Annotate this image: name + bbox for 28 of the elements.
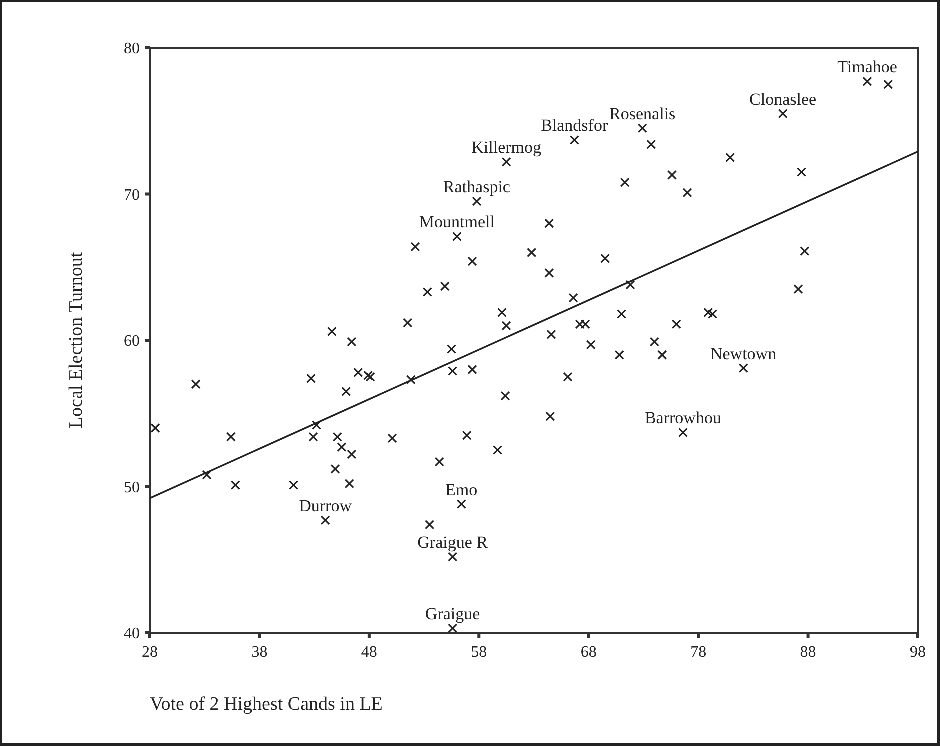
annotation: Graigue — [425, 604, 480, 624]
x-tick-label: 88 — [800, 644, 816, 661]
y-tick-label: 50 — [124, 479, 140, 496]
annotation: Mountmell — [419, 212, 496, 232]
annotation: Clonaslee — [750, 90, 817, 109]
x-tick-label: 58 — [471, 644, 488, 661]
annotation: Emo — [446, 480, 478, 500]
annotation: Durrow — [299, 496, 353, 516]
x-tick-label: 38 — [252, 644, 268, 661]
annotation: Timahoe — [838, 58, 898, 77]
annotation: Newtown — [710, 344, 778, 364]
x-tick-label: 78 — [690, 644, 707, 661]
annotation: Blandsfor — [541, 116, 608, 136]
annotation: Rathaspic — [443, 178, 511, 197]
x-tick-label: 68 — [580, 644, 597, 661]
annotation: Rosenalis — [610, 104, 676, 124]
annotation: Killermog — [472, 138, 542, 158]
x-tick-label: 98 — [910, 644, 926, 661]
annotation: Graigue R — [418, 532, 489, 552]
y-tick-label: 60 — [124, 333, 140, 350]
x-tick-label: 28 — [142, 644, 158, 661]
x-tick-label: 48 — [361, 644, 378, 661]
annotation: Barrowhou — [644, 408, 722, 428]
y-tick-label: 70 — [124, 186, 140, 204]
y-tick-label: 40 — [124, 626, 140, 643]
y-axis-title: Local Election Turnout — [66, 252, 87, 429]
y-tick-label: 80 — [124, 40, 140, 58]
x-axis-title: Vote of 2 Highest Cands in LE — [150, 694, 383, 715]
